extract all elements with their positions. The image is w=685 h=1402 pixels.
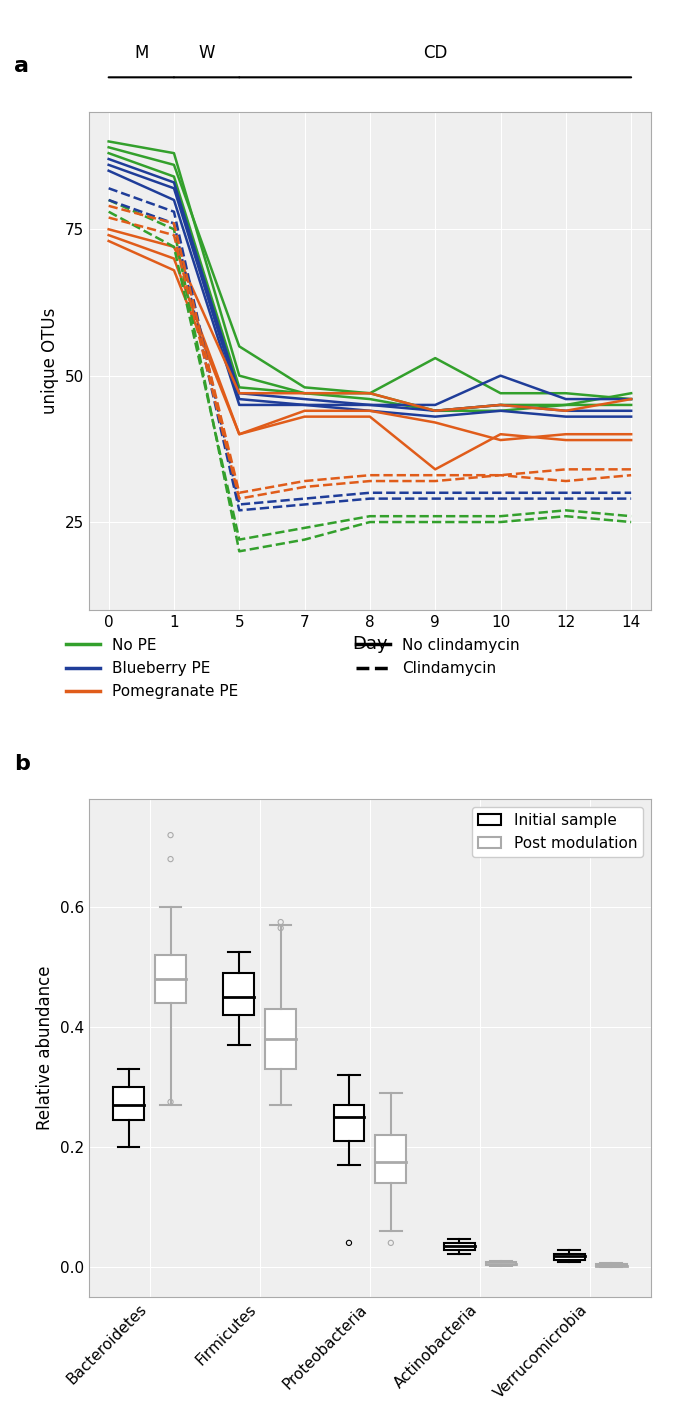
Text: M: M [134, 45, 149, 63]
Point [343, 1232, 354, 1255]
Y-axis label: unique OTUs: unique OTUs [41, 308, 60, 414]
Bar [223, 973, 254, 1015]
Legend: Initial sample, Post modulation: Initial sample, Post modulation [472, 806, 643, 857]
Point [165, 1091, 176, 1113]
Bar [375, 1136, 406, 1183]
Point [275, 911, 286, 934]
Bar [334, 1105, 364, 1141]
Point [165, 848, 176, 871]
Text: W: W [199, 45, 215, 63]
Bar [596, 1265, 627, 1266]
Text: CD: CD [423, 45, 447, 63]
X-axis label: Day: Day [352, 635, 388, 653]
Point [275, 917, 286, 939]
Bar [554, 1253, 585, 1259]
Text: b: b [14, 754, 29, 774]
Bar [113, 1087, 144, 1120]
Text: a: a [14, 56, 29, 76]
Legend: No clindamycin, Clindamycin: No clindamycin, Clindamycin [350, 631, 526, 683]
Y-axis label: Relative abundance: Relative abundance [36, 966, 54, 1130]
Bar [265, 1009, 296, 1068]
Bar [155, 955, 186, 1002]
Point [165, 824, 176, 847]
Bar [444, 1244, 475, 1251]
Bar [486, 1262, 516, 1265]
Point [386, 1232, 397, 1255]
